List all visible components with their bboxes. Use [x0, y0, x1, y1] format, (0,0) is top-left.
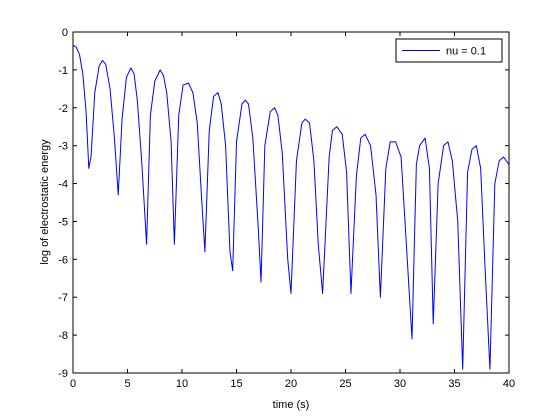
y-tick-label: -2	[58, 103, 68, 115]
legend: nu = 0.1	[395, 38, 503, 63]
x-tick-label: 25	[339, 378, 351, 390]
y-tick-label: -7	[58, 292, 68, 304]
y-axis-label: log of electrostatic energy	[39, 139, 51, 265]
legend-label: nu = 0.1	[446, 46, 486, 58]
plot-background	[73, 32, 509, 373]
x-tick-label: 40	[503, 378, 515, 390]
series-line	[72, 44, 510, 370]
y-tick-label: -5	[58, 216, 68, 228]
y-tick-label: -1	[58, 65, 68, 77]
y-axis-ticks: 0 -1 -2 -3 -4 -5 -6 -7 -8 -9	[58, 27, 509, 380]
x-tick-label: 30	[394, 378, 406, 390]
x-tick-label: 15	[230, 378, 242, 390]
x-axis-ticks: 0 5 10 15 20 25 30 35 40	[70, 32, 515, 390]
x-tick-label: 20	[285, 378, 297, 390]
y-tick-label: -3	[58, 141, 68, 153]
x-tick-label: 5	[124, 378, 130, 390]
y-tick-label: -9	[58, 368, 68, 380]
x-axis-label: time (s)	[273, 399, 310, 411]
x-tick-label: 0	[70, 378, 76, 390]
y-tick-label: -6	[58, 254, 68, 266]
y-tick-label: -4	[58, 179, 68, 191]
legend-box	[395, 38, 503, 63]
y-tick-label: 0	[62, 27, 68, 39]
x-tick-label: 10	[176, 378, 188, 390]
y-tick-label: -8	[58, 330, 68, 342]
series-layer	[72, 44, 510, 370]
x-tick-label: 35	[448, 378, 460, 390]
